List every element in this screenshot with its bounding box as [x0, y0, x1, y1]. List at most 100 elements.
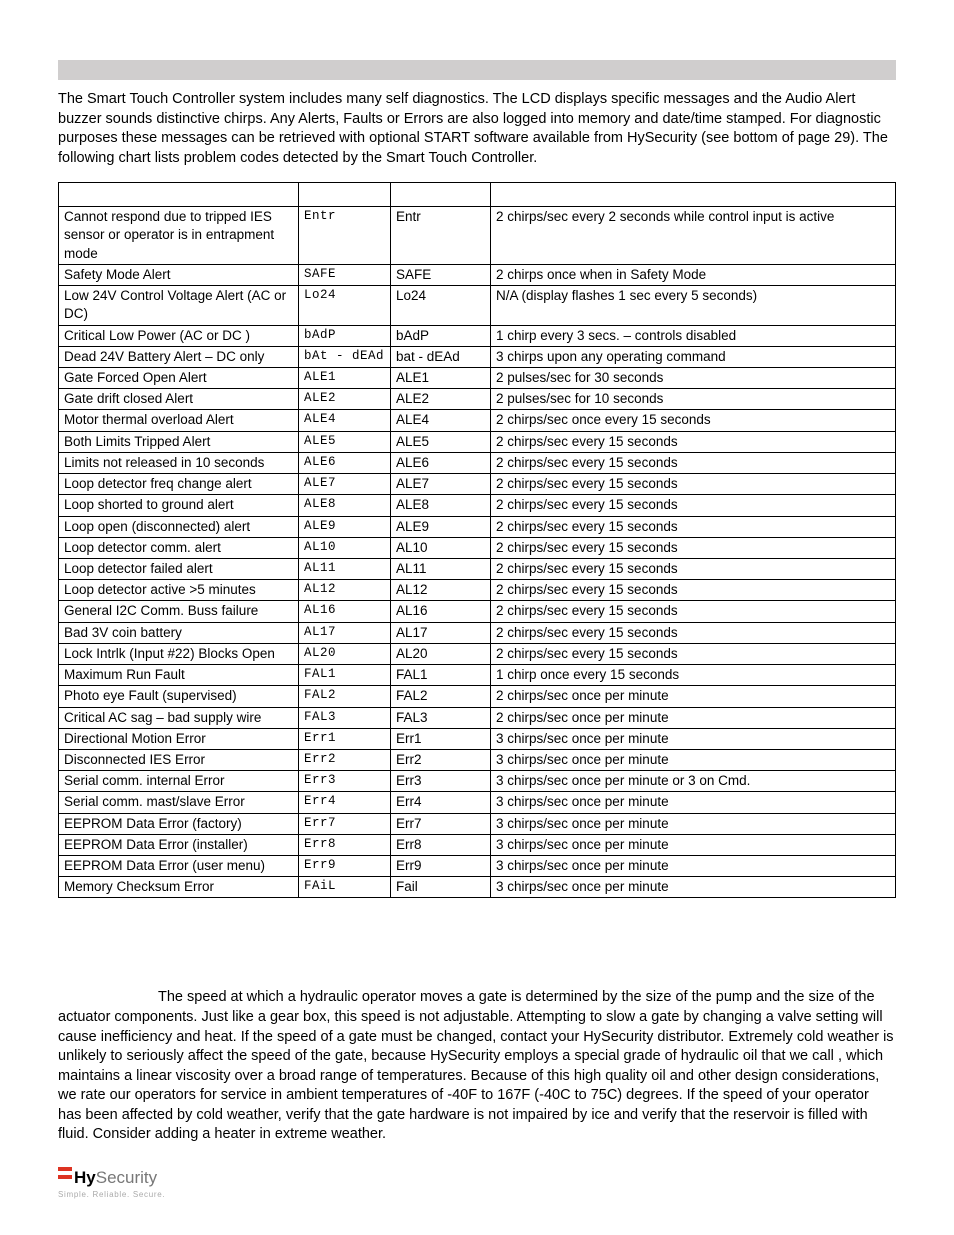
cell-buzzer: 2 chirps/sec every 15 seconds [491, 452, 896, 473]
cell-alert: Safety Mode Alert [59, 264, 299, 285]
cell-lcd: AL10 [299, 537, 391, 558]
cell-text: ALE5 [391, 431, 491, 452]
cell-text: Err2 [391, 749, 491, 770]
speed-section: The speed at which a hydraulic operator … [58, 988, 896, 1145]
cell-lcd: Err3 [299, 771, 391, 792]
table-row: Loop detector freq change alertALE7ALE72… [59, 474, 896, 495]
table-row: Low 24V Control Voltage Alert (AC or DC)… [59, 286, 896, 325]
cell-alert: Loop shorted to ground alert [59, 495, 299, 516]
cell-alert: Both Limits Tripped Alert [59, 431, 299, 452]
cell-alert: EEPROM Data Error (user menu) [59, 856, 299, 877]
cell-text: AL12 [391, 580, 491, 601]
cell-buzzer: 2 chirps/sec every 15 seconds [491, 431, 896, 452]
cell-lcd: ALE7 [299, 474, 391, 495]
table-header-row [59, 183, 896, 207]
cell-alert: Cannot respond due to tripped IES sensor… [59, 207, 299, 265]
cell-lcd: ALE8 [299, 495, 391, 516]
cell-text: Err3 [391, 771, 491, 792]
cell-buzzer: 2 chirps once when in Safety Mode [491, 264, 896, 285]
th-alert [59, 183, 299, 207]
cell-alert: Memory Checksum Error [59, 877, 299, 898]
cell-lcd: AL17 [299, 622, 391, 643]
cell-alert: Serial comm. mast/slave Error [59, 792, 299, 813]
cell-alert: Maximum Run Fault [59, 665, 299, 686]
cell-buzzer: 3 chirps/sec once per minute or 3 on Cmd… [491, 771, 896, 792]
cell-alert: Motor thermal overload Alert [59, 410, 299, 431]
cell-alert: Limits not released in 10 seconds [59, 452, 299, 473]
table-row: Limits not released in 10 secondsALE6ALE… [59, 452, 896, 473]
cell-alert: Bad 3V coin battery [59, 622, 299, 643]
cell-buzzer: 3 chirps/sec once per minute [491, 813, 896, 834]
cell-text: bat - dEAd [391, 346, 491, 367]
cell-alert: Loop open (disconnected) alert [59, 516, 299, 537]
cell-lcd: bAt - dEAd [299, 346, 391, 367]
cell-lcd: Err7 [299, 813, 391, 834]
cell-alert: Photo eye Fault (supervised) [59, 686, 299, 707]
cell-text: AL11 [391, 558, 491, 579]
table-row: Safety Mode AlertSAFESAFE2 chirps once w… [59, 264, 896, 285]
cell-lcd: Err8 [299, 834, 391, 855]
cell-buzzer: 2 chirps/sec once every 15 seconds [491, 410, 896, 431]
table-row: Maximum Run FaultFAL1FAL11 chirp once ev… [59, 665, 896, 686]
table-row: Critical Low Power (AC or DC )bAdPbAdP1 … [59, 325, 896, 346]
cell-lcd: Lo24 [299, 286, 391, 325]
logo: HySecurity Simple. Reliable. Secure. [58, 1167, 165, 1201]
table-row: Critical AC sag – bad supply wireFAL3FAL… [59, 707, 896, 728]
cell-text: bAdP [391, 325, 491, 346]
cell-buzzer: 2 chirps/sec every 15 seconds [491, 558, 896, 579]
cell-lcd: ALE2 [299, 389, 391, 410]
th-lcd [299, 183, 391, 207]
table-row: Motor thermal overload AlertALE4ALE42 ch… [59, 410, 896, 431]
cell-text: SAFE [391, 264, 491, 285]
cell-buzzer: 2 chirps/sec every 2 seconds while contr… [491, 207, 896, 265]
flag-icon [58, 1167, 72, 1179]
table-row: General I2C Comm. Buss failureAL16AL162 … [59, 601, 896, 622]
table-row: Cannot respond due to tripped IES sensor… [59, 207, 896, 265]
cell-alert: Gate Forced Open Alert [59, 368, 299, 389]
table-row: EEPROM Data Error (installer)Err8Err83 c… [59, 834, 896, 855]
header-bar [58, 60, 896, 80]
codes-table: Cannot respond due to tripped IES sensor… [58, 182, 896, 898]
cell-alert: Directional Motion Error [59, 728, 299, 749]
cell-lcd: ALE4 [299, 410, 391, 431]
cell-text: AL10 [391, 537, 491, 558]
cell-buzzer: 2 chirps/sec every 15 seconds [491, 537, 896, 558]
cell-text: ALE1 [391, 368, 491, 389]
table-row: Serial comm. internal ErrorErr3Err33 chi… [59, 771, 896, 792]
table-row: Dead 24V Battery Alert – DC onlybAt - dE… [59, 346, 896, 367]
th-text [391, 183, 491, 207]
cell-text: FAL3 [391, 707, 491, 728]
table-row: Both Limits Tripped AlertALE5ALE52 chirp… [59, 431, 896, 452]
cell-text: Fail [391, 877, 491, 898]
cell-alert: EEPROM Data Error (installer) [59, 834, 299, 855]
table-row: Gate Forced Open AlertALE1ALE12 pulses/s… [59, 368, 896, 389]
cell-buzzer: 3 chirps/sec once per minute [491, 792, 896, 813]
cell-text: FAL2 [391, 686, 491, 707]
cell-alert: Dead 24V Battery Alert – DC only [59, 346, 299, 367]
cell-buzzer: 3 chirps/sec once per minute [491, 877, 896, 898]
cell-text: ALE9 [391, 516, 491, 537]
cell-buzzer: 2 pulses/sec for 30 seconds [491, 368, 896, 389]
cell-alert: Loop detector active >5 minutes [59, 580, 299, 601]
cell-text: ALE6 [391, 452, 491, 473]
cell-buzzer: 3 chirps/sec once per minute [491, 728, 896, 749]
table-row: EEPROM Data Error (factory)Err7Err73 chi… [59, 813, 896, 834]
table-row: Loop open (disconnected) alertALE9ALE92 … [59, 516, 896, 537]
cell-buzzer: 3 chirps/sec once per minute [491, 749, 896, 770]
cell-alert: General I2C Comm. Buss failure [59, 601, 299, 622]
cell-text: Entr [391, 207, 491, 265]
cell-lcd: ALE5 [299, 431, 391, 452]
cell-lcd: Err1 [299, 728, 391, 749]
cell-lcd: SAFE [299, 264, 391, 285]
cell-alert: Disconnected IES Error [59, 749, 299, 770]
cell-buzzer: 2 chirps/sec every 15 seconds [491, 495, 896, 516]
cell-text: AL16 [391, 601, 491, 622]
cell-alert: Gate drift closed Alert [59, 389, 299, 410]
cell-text: Err4 [391, 792, 491, 813]
cell-lcd: bAdP [299, 325, 391, 346]
table-row: Loop detector active >5 minutesAL12AL122… [59, 580, 896, 601]
table-row: Loop detector comm. alertAL10AL102 chirp… [59, 537, 896, 558]
table-row: Loop shorted to ground alertALE8ALE82 ch… [59, 495, 896, 516]
cell-text: Err1 [391, 728, 491, 749]
cell-text: Err9 [391, 856, 491, 877]
